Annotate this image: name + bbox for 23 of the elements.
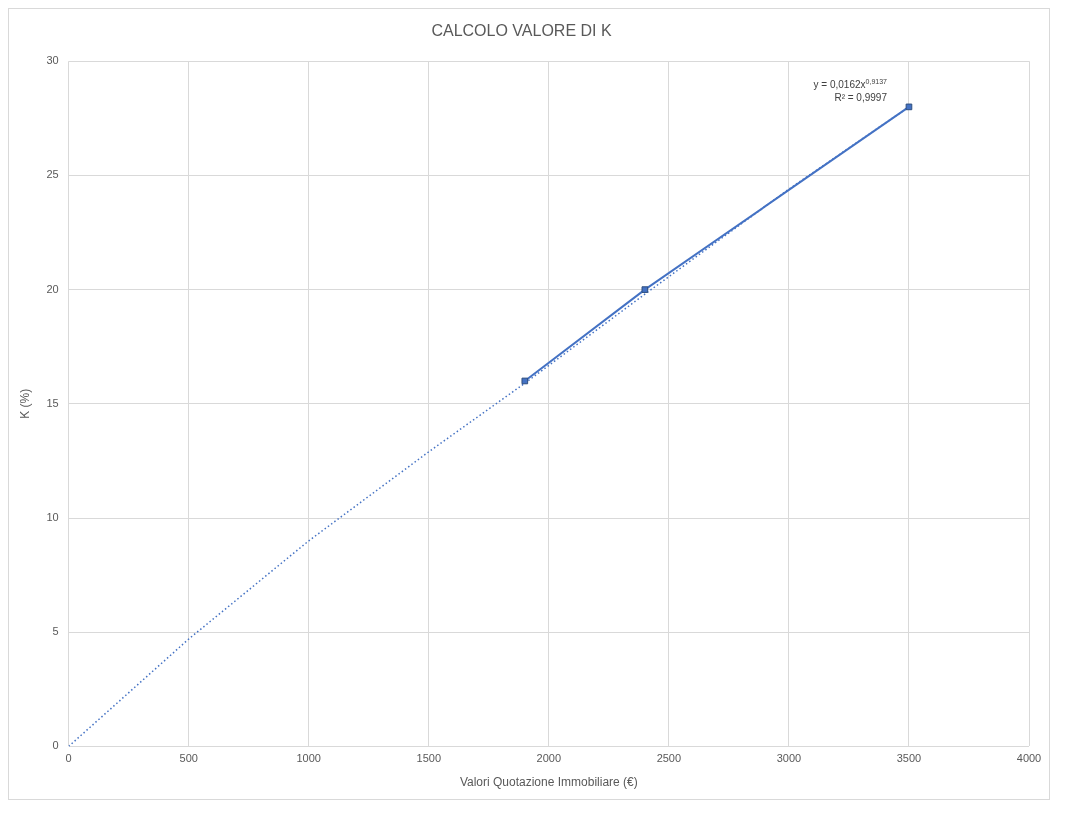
- chart-title: CALCOLO VALORE DI K: [431, 22, 612, 40]
- annotation: R² = 0,9997: [834, 91, 888, 103]
- x-tick-label: 0: [65, 752, 72, 765]
- x-tick-label: 1000: [296, 752, 321, 765]
- y-tick-label: 20: [46, 282, 59, 295]
- y-tick-label: 10: [46, 511, 59, 524]
- x-tick-label: 3000: [776, 752, 802, 765]
- y-axis-title: K (%): [17, 388, 32, 419]
- y-tick-label: 30: [46, 54, 59, 67]
- x-tick-label: 4000: [1016, 752, 1042, 765]
- y-tick-label: 5: [52, 625, 59, 638]
- point: [905, 103, 913, 111]
- point: [521, 377, 529, 385]
- point: [641, 286, 649, 293]
- y-tick-label: 15: [46, 396, 59, 409]
- x-tick-label: 3500: [896, 752, 922, 765]
- x-tick-label: 2500: [656, 752, 682, 765]
- x-tick-label: 2000: [536, 752, 562, 765]
- y-tick-label: 0: [52, 739, 59, 752]
- y-tick-label: 25: [46, 168, 59, 181]
- x-tick-label: 1500: [416, 752, 442, 765]
- x-axis-title: Valori Quotazione Immobiliare (€): [459, 775, 638, 790]
- x-tick-label: 500: [179, 752, 198, 765]
